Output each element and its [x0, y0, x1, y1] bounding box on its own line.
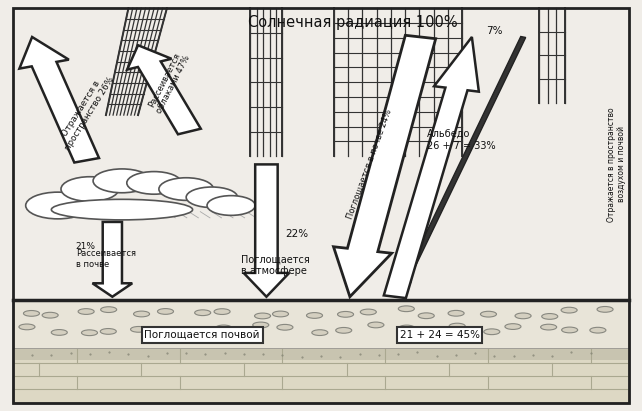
Ellipse shape [515, 313, 531, 319]
Polygon shape [19, 37, 99, 162]
Ellipse shape [277, 324, 293, 330]
Polygon shape [127, 45, 201, 134]
Ellipse shape [562, 327, 578, 333]
Ellipse shape [399, 325, 415, 331]
Ellipse shape [207, 196, 255, 215]
Ellipse shape [254, 313, 270, 319]
Ellipse shape [420, 330, 436, 335]
Ellipse shape [216, 325, 232, 331]
Polygon shape [333, 35, 436, 297]
Ellipse shape [130, 326, 146, 332]
Ellipse shape [159, 178, 213, 200]
Ellipse shape [191, 328, 207, 334]
Ellipse shape [186, 187, 238, 208]
Text: 22%: 22% [286, 229, 309, 239]
Ellipse shape [449, 323, 465, 329]
Polygon shape [398, 37, 526, 297]
Ellipse shape [306, 313, 322, 319]
Polygon shape [384, 37, 479, 298]
Ellipse shape [157, 309, 173, 314]
Text: Поглощается почвой: Поглощается почвой [144, 330, 260, 340]
Ellipse shape [214, 309, 230, 314]
Ellipse shape [51, 199, 193, 220]
Ellipse shape [82, 330, 98, 336]
Ellipse shape [541, 324, 557, 330]
Ellipse shape [336, 328, 352, 333]
Ellipse shape [338, 312, 354, 317]
Ellipse shape [195, 310, 211, 316]
Ellipse shape [272, 311, 288, 317]
Ellipse shape [101, 307, 117, 312]
Text: 21%: 21% [76, 242, 96, 251]
Ellipse shape [590, 327, 606, 333]
Ellipse shape [561, 307, 577, 313]
Ellipse shape [93, 169, 151, 193]
Bar [13, 300, 629, 349]
Ellipse shape [505, 324, 521, 330]
Text: Поглощается в почве 24%: Поглощается в почве 24% [345, 108, 394, 221]
Text: Отражается в пространство
воздухом и почвой: Отражается в пространство воздухом и поч… [607, 107, 626, 222]
Ellipse shape [51, 330, 67, 335]
Ellipse shape [26, 192, 90, 219]
Bar [13, 349, 629, 403]
Ellipse shape [368, 322, 384, 328]
Polygon shape [92, 222, 132, 297]
Ellipse shape [126, 172, 181, 194]
Ellipse shape [160, 328, 177, 333]
Text: Солнечная радиация 100%: Солнечная радиация 100% [248, 15, 458, 30]
Ellipse shape [24, 311, 40, 316]
Text: Рассеивается
в почве: Рассеивается в почве [76, 249, 135, 269]
Ellipse shape [448, 310, 464, 316]
Ellipse shape [360, 309, 376, 315]
Ellipse shape [134, 311, 150, 317]
Ellipse shape [542, 314, 558, 319]
Ellipse shape [61, 177, 119, 201]
Ellipse shape [312, 330, 328, 335]
Ellipse shape [597, 307, 613, 312]
Text: Отражается в
пространство 26%: Отражается в пространство 26% [55, 70, 116, 152]
Ellipse shape [418, 313, 434, 319]
Ellipse shape [480, 311, 496, 317]
Text: Альбедо
26 + 7 = 33%: Альбедо 26 + 7 = 33% [427, 129, 496, 150]
Text: Рассеивается
облаками 47%: Рассеивается облаками 47% [146, 49, 192, 115]
Polygon shape [243, 164, 289, 297]
Ellipse shape [42, 312, 58, 318]
Ellipse shape [100, 328, 116, 334]
Ellipse shape [78, 309, 94, 314]
Text: 7%: 7% [486, 26, 503, 36]
Ellipse shape [398, 306, 414, 312]
Ellipse shape [484, 329, 500, 335]
Text: 21 + 24 = 45%: 21 + 24 = 45% [400, 330, 480, 340]
Text: Поглощается
в атмосфере: Поглощается в атмосфере [241, 254, 309, 276]
Bar [13, 349, 629, 360]
Ellipse shape [253, 322, 269, 328]
Ellipse shape [19, 324, 35, 330]
